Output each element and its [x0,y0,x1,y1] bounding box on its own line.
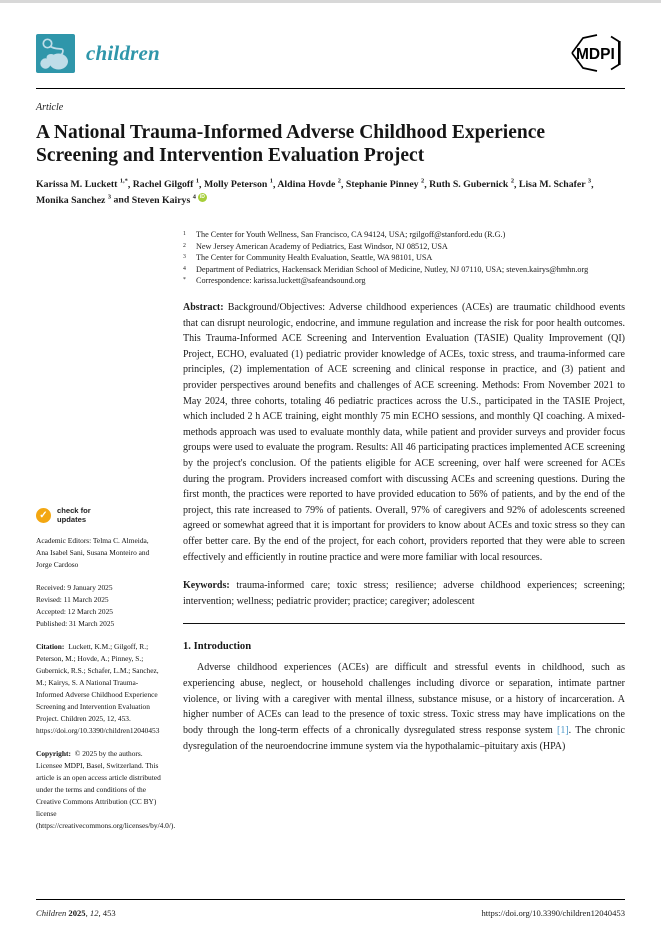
affiliation-text: The Center for Youth Wellness, San Franc… [196,229,506,239]
author: Stephanie Pinney 2 [345,178,425,191]
journal-brand[interactable]: children [36,33,160,73]
affiliation-row: 4 Department of Pediatrics, Hackensack Me… [183,264,625,276]
intro-text-after-ref: . The chronic dysregulation of the neuro… [183,725,625,752]
mdpi-logo[interactable]: MDPI [569,33,625,73]
header-rule [36,88,625,89]
history-date-line: Published: 31 March 2025 [36,619,115,629]
affiliation-row: 1 The Center for Youth Wellness, San Fran… [183,229,625,241]
author: Ruth S. Gubernick 2 [429,178,515,191]
history-date-line: Received: 9 January 2025 [36,583,113,593]
copyright-text: © 2025 by the authors. Licensee MDPI, Ba… [36,748,176,830]
abstract-divider-rule [183,623,625,625]
footer-doi-link[interactable]: https://doi.org/10.3390/children12040453 [481,908,625,918]
page-footer: Children 2025, 12, 453 https://doi.org/1… [36,899,625,918]
citation-ref-link-1[interactable]: [1] [556,725,569,737]
history-date-line: Revised: 11 March 2025 [36,595,109,605]
keywords-paragraph: Keywords: trauma-informed care; toxic st… [183,578,625,609]
abstract-section: Abstract: Background/Objectives: Adverse… [183,300,625,609]
affiliation-row: * Correspondence: karissa.luckett@safeand… [183,275,625,287]
author: Lisa M. Schafer 3 [518,178,592,191]
check-icon: ✓ [36,507,51,523]
affiliation-text: Department of Pediatrics, Hackensack Mer… [196,264,589,274]
intro-text-before-ref: Adverse childhood experiences (ACEs) are… [183,662,625,737]
copyright-label: Copyright: [36,748,71,758]
affiliation-text: Correspondence: karissa.luckett@safeands… [196,276,366,286]
abstract-text: Background/Objectives: Adverse childhood… [183,302,625,563]
orcid-icon[interactable]: iD [197,193,207,203]
introduction-paragraph: Adverse childhood experiences (ACEs) are… [183,660,625,754]
mdpi-logo-text: MDPI [576,46,615,63]
citation-text: Luckett, K.M.; Gilgoff, R.; Peterson, M.… [36,642,160,735]
history-date-line: Accepted: 12 March 2025 [36,607,113,617]
footer-year: 2025 [68,908,86,918]
badge-line1: check for [57,506,91,515]
abstract-paragraph: Abstract: Background/Objectives: Adverse… [183,300,625,565]
badge-line2: updates [57,515,87,525]
academic-editors-block: Academic Editors: Telma C. Almeida, Ana … [36,536,150,570]
history-dates-block: Received: 9 January 2025 Revised: 11 Marc… [36,582,161,630]
article-meta-sidebar: ✓ check for updates Academic Editors: Te… [36,506,175,832]
author: Aldina Hovde 2 [277,178,341,191]
author: Monika Sanchez 3 [36,193,112,206]
affiliation-row: 3 The Center for Community Health Evaluat… [183,252,625,264]
affiliation-list: 1 The Center for Youth Wellness, San Fran… [183,229,625,287]
affiliation-marker: 3 [183,254,186,261]
author-list: Karissa M. Luckett 1,*, Rachel Gilgoff 1… [36,178,594,206]
main-content: 1. Introduction Adverse childhood experi… [183,641,625,754]
author: Rachel Gilgoff 1 [132,178,200,191]
children-journal-logo-icon [36,33,75,73]
affiliation-marker: 1 [183,230,186,237]
author: Karissa M. Luckett 1,* [36,178,128,191]
footer-journal-name: Children [36,908,67,918]
affiliation-marker: 2 [183,242,186,249]
footer-volume: 12 [89,908,99,918]
section-heading-introduction: 1. Introduction [183,641,252,653]
article-type-label: Article [36,102,64,113]
author: Molly Peterson 1 [203,178,273,191]
top-border [0,0,661,3]
author: Steven Kairys 4 iD [131,193,207,206]
abstract-label: Abstract: [183,302,224,314]
journal-name: children [86,40,160,65]
copyright-block: Copyright: © 2025 by the authors. Licens… [36,748,175,832]
check-for-updates-button[interactable]: ✓ check for updates [36,506,161,524]
citation-block: Citation: Luckett, K.M.; Gilgoff, R.; Pe… [36,641,161,737]
keywords-text: trauma-informed care; toxic stress; resi… [183,580,625,607]
page-title: A National Trauma-Informed Adverse Child… [36,122,545,166]
footer-citation: Children 2025, 12, 453 [36,908,116,918]
check-for-updates-label: check for updates [57,506,91,524]
affiliation-marker: * [183,277,186,284]
footer-page-number: 453 [102,908,116,918]
affiliation-text: New Jersey American Academy of Pediatric… [196,241,448,251]
affiliation-text: The Center for Community Health Evaluati… [196,253,433,263]
affiliation-marker: 4 [183,265,186,272]
citation-label: Citation: [36,642,65,652]
journal-header: children MDPI [36,33,625,73]
affiliation-row: 2 New Jersey American Academy of Pediatri… [183,241,625,253]
keywords-label: Keywords: [183,580,230,592]
